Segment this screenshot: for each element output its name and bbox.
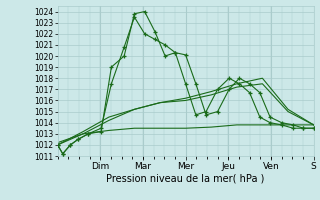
X-axis label: Pression niveau de la mer( hPa ): Pression niveau de la mer( hPa ) (107, 173, 265, 183)
